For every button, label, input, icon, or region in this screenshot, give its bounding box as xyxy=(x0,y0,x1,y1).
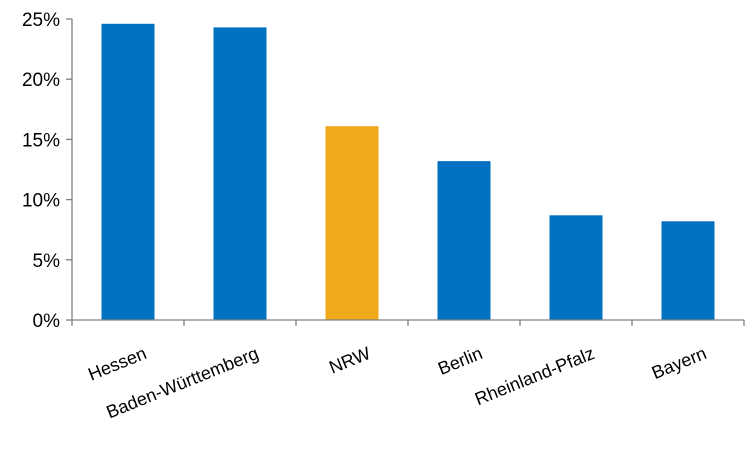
bars-group xyxy=(101,23,715,321)
bar-berlin xyxy=(437,161,491,320)
x-tick-label-hessen: Hessen xyxy=(85,343,149,384)
bar-hessen xyxy=(101,23,155,321)
y-tick-label: 25% xyxy=(22,10,60,31)
y-tick-label: 0% xyxy=(33,311,61,332)
axes-group xyxy=(66,18,745,326)
y-tick-labels-group: 0% 5% 10% 15% 20% 25% xyxy=(22,10,60,332)
bar-nrw xyxy=(325,126,379,320)
bar-baden-w-rttemberg xyxy=(213,27,267,321)
y-tick-label: 15% xyxy=(22,130,60,151)
bar-bayern xyxy=(661,221,715,320)
x-tick-label-berlin: Berlin xyxy=(435,343,485,379)
x-tick-label-nrw: NRW xyxy=(326,343,373,378)
x-tick-label-bayern: Bayern xyxy=(649,343,709,383)
x-tick-label-rheinland-pfalz: Rheinland-Pfalz xyxy=(472,343,597,409)
bar-rheinland-pfalz xyxy=(549,215,603,320)
y-tick-label: 20% xyxy=(22,70,60,91)
y-tick-label: 10% xyxy=(22,191,60,212)
y-tick-label: 5% xyxy=(33,251,61,272)
